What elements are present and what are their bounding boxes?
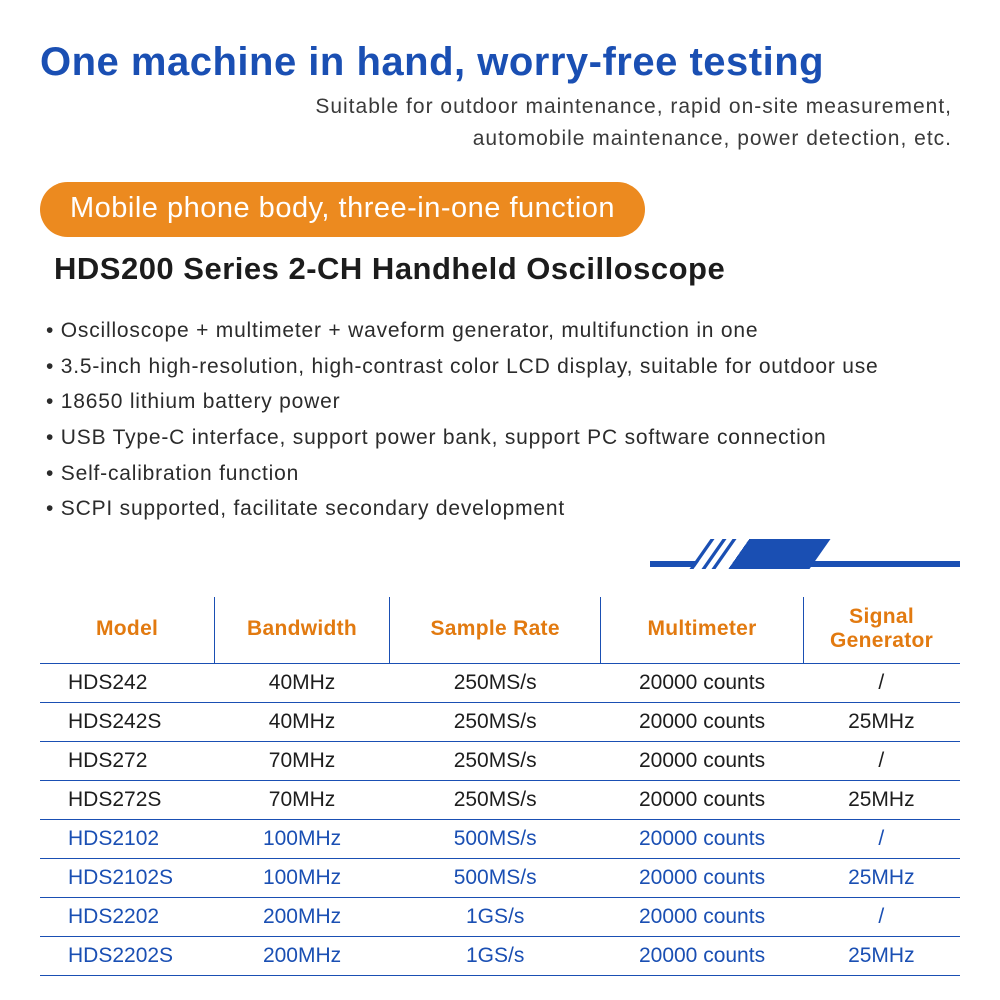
table-row: HDS2102 100MHz 500MS/s 20000 counts / — [40, 820, 960, 859]
cell-multimeter: 20000 counts — [601, 859, 803, 898]
cell-signal-generator: 25MHz — [803, 703, 959, 742]
cell-sample-rate: 250MS/s — [389, 781, 600, 820]
cell-sample-rate: 250MS/s — [389, 703, 600, 742]
cell-signal-generator: / — [803, 742, 959, 781]
table-row: HDS242 40MHz 250MS/s 20000 counts / — [40, 664, 960, 703]
cell-sample-rate: 250MS/s — [389, 664, 600, 703]
cell-signal-generator: 25MHz — [803, 781, 959, 820]
section-divider — [40, 547, 960, 587]
cell-multimeter: 20000 counts — [601, 898, 803, 937]
cell-sample-rate: 500MS/s — [389, 859, 600, 898]
cell-signal-generator: / — [803, 820, 959, 859]
table-row: HDS2202S 200MHz 1GS/s 20000 counts 25MHz — [40, 937, 960, 976]
bullet-item: 3.5-inch high-resolution, high-contrast … — [46, 349, 960, 385]
cell-bandwidth: 100MHz — [215, 820, 390, 859]
col-sample-rate: Sample Rate — [389, 597, 600, 664]
cell-sample-rate: 500MS/s — [389, 820, 600, 859]
cell-sample-rate: 250MS/s — [389, 742, 600, 781]
divider-accent-icon — [689, 539, 830, 569]
col-model: Model — [40, 597, 215, 664]
cell-model: HDS2102S — [40, 859, 215, 898]
cell-bandwidth: 200MHz — [215, 937, 390, 976]
cell-signal-generator: 25MHz — [803, 859, 959, 898]
cell-model: HDS2102 — [40, 820, 215, 859]
bullet-item: SCPI supported, facilitate secondary dev… — [46, 491, 960, 527]
bullet-item: USB Type-C interface, support power bank… — [46, 420, 960, 456]
cell-multimeter: 20000 counts — [601, 820, 803, 859]
cell-bandwidth: 40MHz — [215, 664, 390, 703]
bullet-item: 18650 lithium battery power — [46, 384, 960, 420]
feature-pill: Mobile phone body, three-in-one function — [40, 182, 645, 237]
cell-bandwidth: 70MHz — [215, 742, 390, 781]
cell-model: HDS242 — [40, 664, 215, 703]
table-row: HDS2102S 100MHz 500MS/s 20000 counts 25M… — [40, 859, 960, 898]
cell-sample-rate: 1GS/s — [389, 898, 600, 937]
table-row: HDS242S 40MHz 250MS/s 20000 counts 25MHz — [40, 703, 960, 742]
feature-bullets: Oscilloscope + multimeter + waveform gen… — [46, 313, 960, 527]
col-multimeter: Multimeter — [601, 597, 803, 664]
cell-bandwidth: 200MHz — [215, 898, 390, 937]
table-row: HDS272S 70MHz 250MS/s 20000 counts 25MHz — [40, 781, 960, 820]
table-row: HDS272 70MHz 250MS/s 20000 counts / — [40, 742, 960, 781]
headline: One machine in hand, worry-free testing — [40, 40, 960, 85]
cell-multimeter: 20000 counts — [601, 703, 803, 742]
subhead-line-2: automobile maintenance, power detection,… — [473, 127, 952, 150]
col-signal-generator: Signal Generator — [803, 597, 959, 664]
cell-model: HDS2202 — [40, 898, 215, 937]
cell-bandwidth: 100MHz — [215, 859, 390, 898]
subhead-line-1: Suitable for outdoor maintenance, rapid … — [315, 95, 952, 118]
cell-signal-generator: / — [803, 898, 959, 937]
cell-multimeter: 20000 counts — [601, 781, 803, 820]
cell-model: HDS242S — [40, 703, 215, 742]
bullet-item: Self-calibration function — [46, 456, 960, 492]
table-row: HDS2202 200MHz 1GS/s 20000 counts / — [40, 898, 960, 937]
bullet-item: Oscilloscope + multimeter + waveform gen… — [46, 313, 960, 349]
cell-bandwidth: 40MHz — [215, 703, 390, 742]
subheadline: Suitable for outdoor maintenance, rapid … — [40, 91, 960, 154]
product-title: HDS200 Series 2-CH Handheld Oscilloscope — [54, 251, 960, 287]
cell-multimeter: 20000 counts — [601, 937, 803, 976]
cell-signal-generator: / — [803, 664, 959, 703]
cell-sample-rate: 1GS/s — [389, 937, 600, 976]
cell-model: HDS272 — [40, 742, 215, 781]
table-body: HDS242 40MHz 250MS/s 20000 counts / HDS2… — [40, 664, 960, 976]
cell-multimeter: 20000 counts — [601, 664, 803, 703]
spec-table: Model Bandwidth Sample Rate Multimeter S… — [40, 597, 960, 976]
cell-model: HDS2202S — [40, 937, 215, 976]
col-bandwidth: Bandwidth — [215, 597, 390, 664]
cell-model: HDS272S — [40, 781, 215, 820]
cell-signal-generator: 25MHz — [803, 937, 959, 976]
cell-bandwidth: 70MHz — [215, 781, 390, 820]
cell-multimeter: 20000 counts — [601, 742, 803, 781]
table-header-row: Model Bandwidth Sample Rate Multimeter S… — [40, 597, 960, 664]
